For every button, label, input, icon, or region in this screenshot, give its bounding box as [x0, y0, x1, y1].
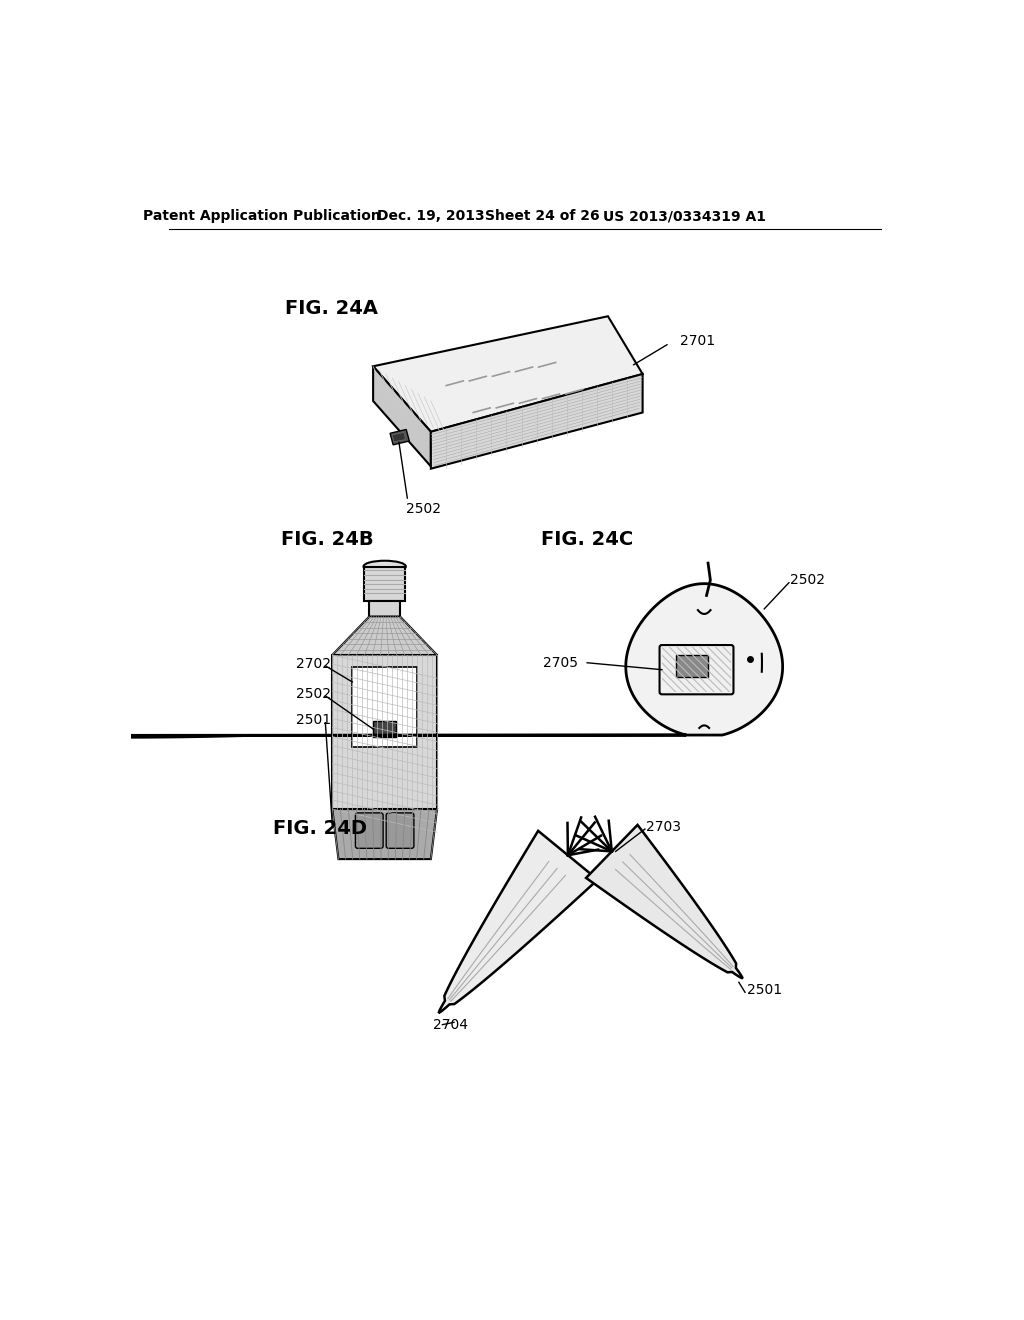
Polygon shape: [586, 825, 742, 978]
Polygon shape: [390, 429, 410, 445]
Text: FIG. 24C: FIG. 24C: [541, 531, 633, 549]
Polygon shape: [431, 374, 643, 469]
Text: 2704: 2704: [433, 1018, 468, 1032]
Text: 2705: 2705: [543, 656, 578, 669]
Polygon shape: [364, 566, 406, 601]
Text: 2701: 2701: [680, 334, 715, 348]
Polygon shape: [333, 655, 437, 809]
Polygon shape: [373, 721, 396, 738]
Polygon shape: [333, 616, 437, 655]
Text: 2703: 2703: [646, 820, 681, 834]
Text: 2502: 2502: [790, 573, 824, 587]
Polygon shape: [373, 367, 431, 466]
Polygon shape: [676, 655, 708, 677]
Text: FIG. 24B: FIG. 24B: [281, 531, 374, 549]
Text: FIG. 24A: FIG. 24A: [285, 300, 378, 318]
Text: US 2013/0334319 A1: US 2013/0334319 A1: [603, 209, 766, 223]
Text: 2502: 2502: [406, 502, 440, 516]
Polygon shape: [438, 830, 598, 1014]
Text: 2501: 2501: [746, 983, 781, 997]
Text: 2502: 2502: [296, 686, 331, 701]
FancyBboxPatch shape: [355, 813, 383, 849]
Text: 2702: 2702: [296, 656, 331, 671]
Polygon shape: [392, 433, 406, 442]
Polygon shape: [373, 317, 643, 432]
Text: Sheet 24 of 26: Sheet 24 of 26: [485, 209, 600, 223]
Text: Patent Application Publication: Patent Application Publication: [142, 209, 380, 223]
Ellipse shape: [364, 561, 406, 573]
Polygon shape: [16, 583, 782, 738]
FancyBboxPatch shape: [386, 813, 414, 849]
Text: FIG. 24D: FIG. 24D: [273, 818, 367, 838]
Polygon shape: [352, 667, 417, 747]
Polygon shape: [370, 601, 400, 616]
FancyBboxPatch shape: [659, 645, 733, 694]
Polygon shape: [333, 809, 437, 859]
Text: 2501: 2501: [296, 714, 331, 727]
Text: Dec. 19, 2013: Dec. 19, 2013: [377, 209, 484, 223]
